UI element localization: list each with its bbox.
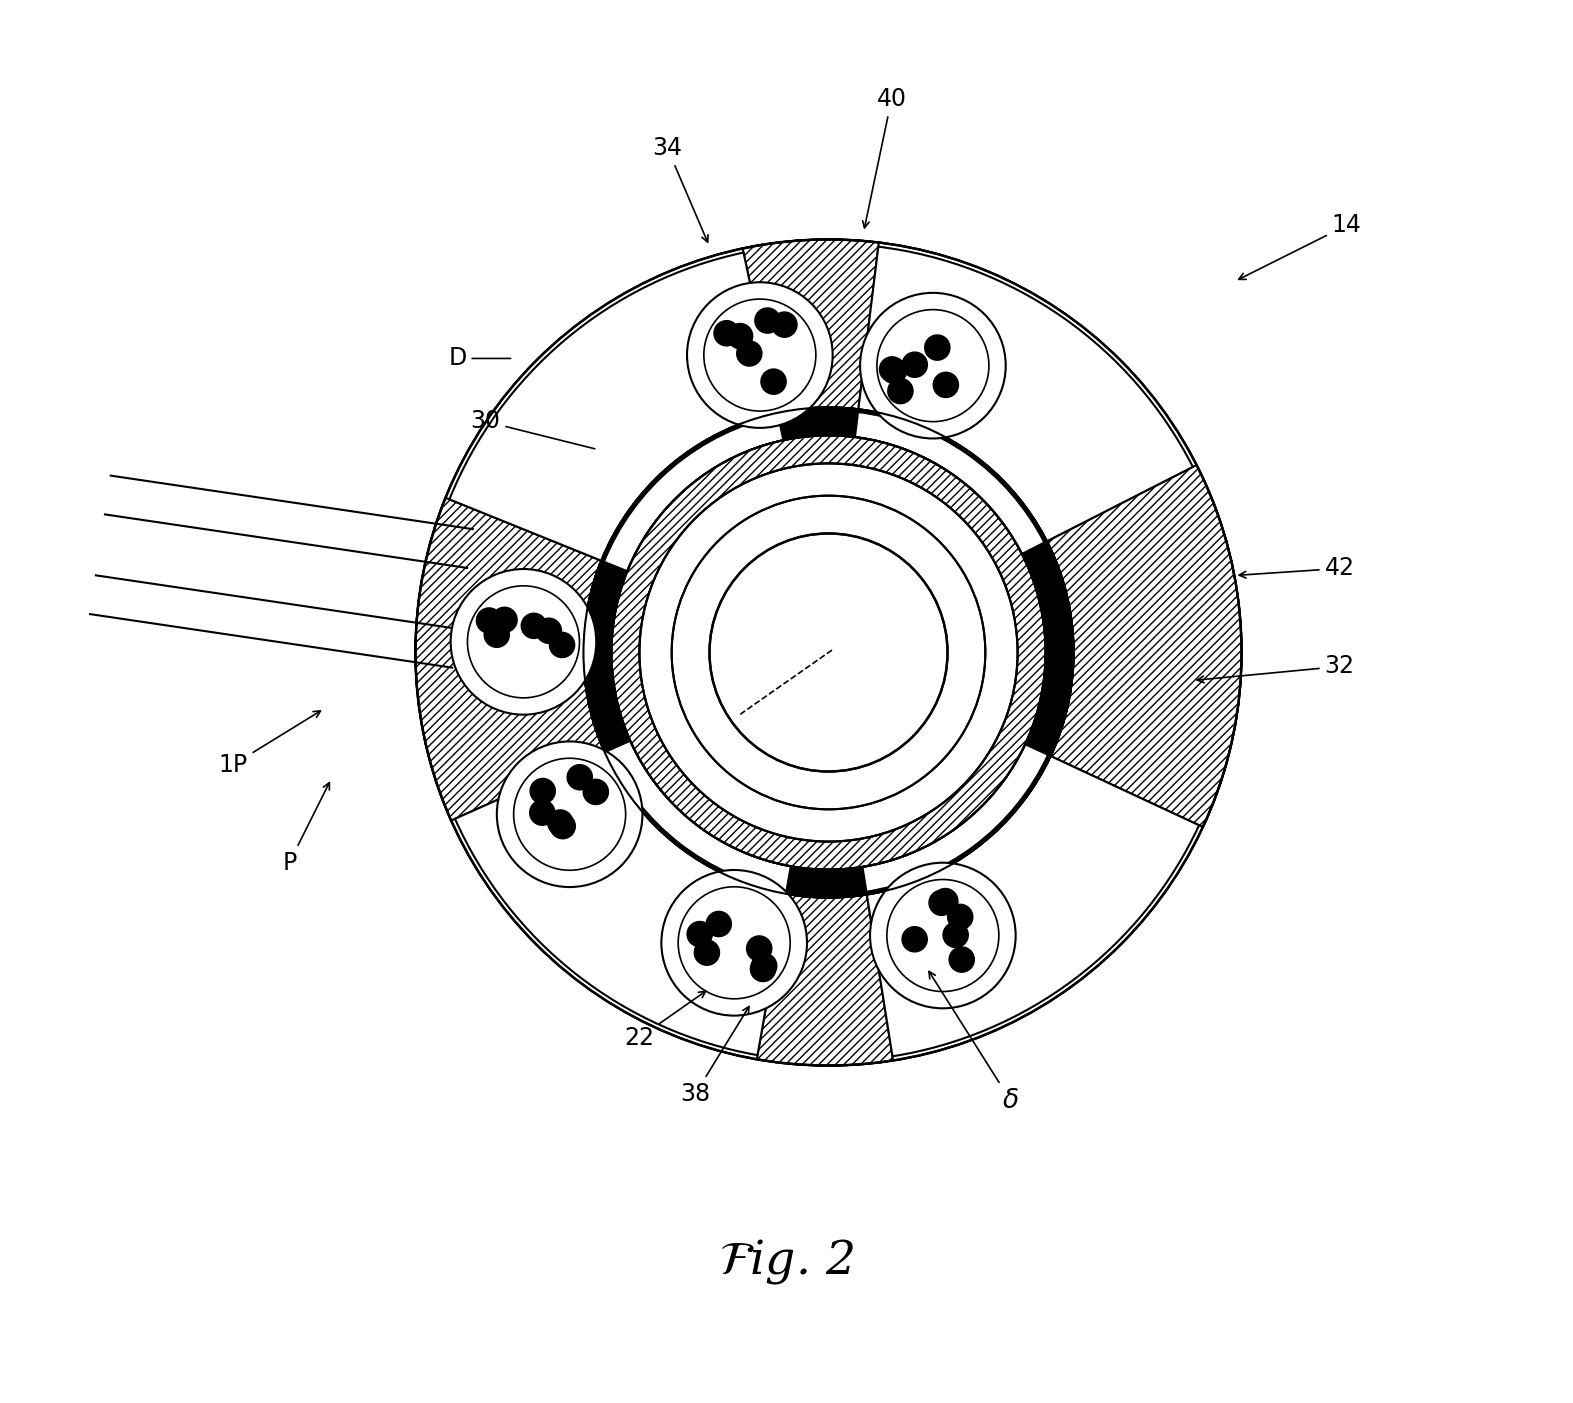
Circle shape xyxy=(755,307,780,333)
Circle shape xyxy=(947,905,972,930)
Circle shape xyxy=(761,369,786,394)
Circle shape xyxy=(415,240,1241,1065)
Circle shape xyxy=(477,607,502,633)
Text: 1P: 1P xyxy=(219,711,321,776)
Circle shape xyxy=(497,741,642,887)
Wedge shape xyxy=(607,741,791,891)
Circle shape xyxy=(750,957,775,982)
Circle shape xyxy=(549,633,574,658)
Circle shape xyxy=(568,765,593,790)
Circle shape xyxy=(612,435,1046,870)
Circle shape xyxy=(933,372,958,397)
Circle shape xyxy=(450,570,596,714)
Text: 14: 14 xyxy=(1238,213,1362,279)
Circle shape xyxy=(703,299,816,411)
Circle shape xyxy=(536,619,562,644)
Circle shape xyxy=(752,953,777,978)
Circle shape xyxy=(709,533,947,772)
Circle shape xyxy=(944,922,969,947)
Wedge shape xyxy=(862,744,1048,892)
Circle shape xyxy=(694,940,719,965)
Circle shape xyxy=(887,379,912,404)
Circle shape xyxy=(930,890,955,915)
Circle shape xyxy=(870,863,1016,1009)
Circle shape xyxy=(736,341,761,366)
Circle shape xyxy=(672,495,985,810)
Circle shape xyxy=(547,810,573,835)
Circle shape xyxy=(876,310,989,422)
Circle shape xyxy=(687,282,832,428)
Circle shape xyxy=(772,311,798,337)
Circle shape xyxy=(887,880,999,992)
Circle shape xyxy=(687,922,713,947)
Circle shape xyxy=(661,870,807,1016)
Circle shape xyxy=(467,586,579,697)
Circle shape xyxy=(727,324,752,349)
Circle shape xyxy=(879,356,904,382)
Circle shape xyxy=(584,407,1073,898)
Text: 22: 22 xyxy=(624,991,706,1049)
Text: 34: 34 xyxy=(653,136,708,243)
Text: 38: 38 xyxy=(681,1006,749,1106)
Text: δ: δ xyxy=(930,971,1019,1114)
Text: P: P xyxy=(282,783,329,874)
Circle shape xyxy=(640,463,1018,842)
Circle shape xyxy=(933,888,958,913)
Circle shape xyxy=(530,779,555,804)
Text: 30: 30 xyxy=(470,410,595,449)
Circle shape xyxy=(925,335,950,361)
Circle shape xyxy=(678,887,790,999)
Wedge shape xyxy=(450,253,777,561)
Text: $\mathcal{F}$ig. 2: $\mathcal{F}$ig. 2 xyxy=(719,1237,854,1287)
Wedge shape xyxy=(867,756,1199,1056)
Wedge shape xyxy=(415,240,1241,1065)
Circle shape xyxy=(901,926,926,951)
Wedge shape xyxy=(604,415,783,571)
Circle shape xyxy=(747,936,772,961)
Circle shape xyxy=(860,293,1005,439)
Circle shape xyxy=(514,758,626,870)
Text: 32: 32 xyxy=(1197,654,1354,683)
Circle shape xyxy=(903,352,928,377)
Circle shape xyxy=(706,912,731,937)
Circle shape xyxy=(492,607,518,633)
Wedge shape xyxy=(455,752,786,1055)
Circle shape xyxy=(551,814,576,839)
Circle shape xyxy=(881,358,906,383)
Text: 42: 42 xyxy=(1240,557,1354,581)
Text: D: D xyxy=(448,347,511,370)
Circle shape xyxy=(530,800,555,825)
Circle shape xyxy=(521,613,546,638)
Wedge shape xyxy=(859,247,1192,542)
Wedge shape xyxy=(856,412,1044,554)
Circle shape xyxy=(949,947,974,972)
Circle shape xyxy=(584,779,609,804)
Circle shape xyxy=(714,321,739,347)
Text: 40: 40 xyxy=(862,87,906,227)
Circle shape xyxy=(484,622,510,647)
